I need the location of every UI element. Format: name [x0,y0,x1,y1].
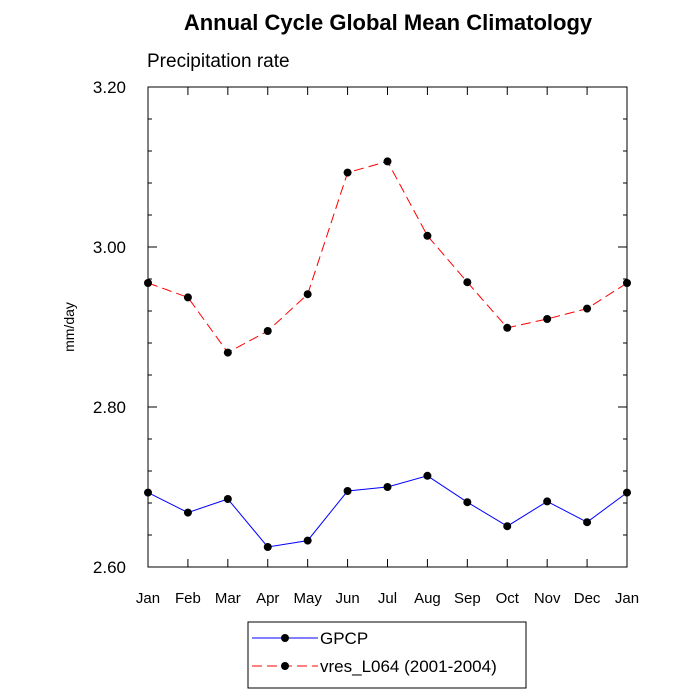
data-point [383,483,392,491]
legend-box [247,621,527,689]
data-point [343,168,352,177]
y-tick-label: 2.80 [93,398,126,417]
legend-label: vres_L064 (2001-2004) [320,657,497,676]
legend-label: GPCP [320,629,368,648]
data-point [423,471,432,480]
data-point [583,518,592,527]
plot-frame [147,86,628,568]
y-tick-label: 2.60 [93,558,126,577]
ticks-layer: Jan Feb Mar Apr May Jun Jul Aug Sep Oct Nov Dec Jan 2… [93,78,639,607]
x-tick-label: Dec [574,590,601,607]
x-tick-label: Jan [615,590,639,607]
x-tick-label: Mar [215,590,241,607]
y-tick-label: 3.20 [93,78,126,97]
chart-subtitle: Precipitation rate [147,51,290,72]
x-tick-label: Oct [496,590,520,607]
y-axis-label: mm/day [61,302,77,352]
data-point [343,487,352,495]
data-point [423,231,432,240]
x-tick-label: May [293,590,322,607]
legend-marker [281,662,289,670]
legend-marker [281,634,289,642]
chart-title: Annual Cycle Global Mean Climatology [184,10,593,35]
x-tick-label: Nov [534,590,561,607]
data-point [383,157,392,166]
data-point [503,323,512,332]
data-point [223,495,232,503]
x-tick-label: Jul [378,590,397,607]
x-tick-label: Jan [136,590,160,607]
x-tick-label: Feb [175,590,201,607]
data-point [463,498,472,507]
x-tick-label: Apr [256,590,279,607]
data-point [223,348,232,357]
data-point [263,543,272,551]
data-point [543,497,552,506]
data-point [503,522,512,531]
series-line-vres-l064 [147,160,628,354]
data-point [583,304,592,313]
x-tick-label: Jun [335,590,359,607]
data-point [303,536,312,545]
data-point [463,278,472,287]
data-point [183,293,192,302]
x-tick-label: Sep [454,590,481,607]
data-point [303,290,312,299]
data-point [263,327,272,335]
series-layer [144,157,631,551]
data-point [543,315,552,323]
y-tick-label: 3.00 [93,238,126,257]
data-point [183,508,192,517]
x-tick-label: Aug [414,590,441,607]
legend: GPCP vres_L064 (2001-2004) [247,621,527,689]
